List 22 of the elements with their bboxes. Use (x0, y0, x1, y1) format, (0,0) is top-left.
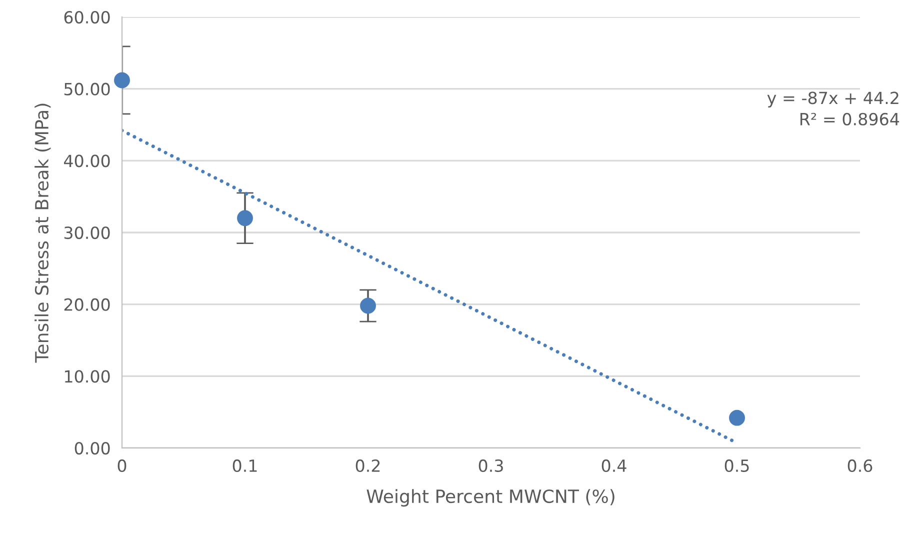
annotation: y = -87x + 44.2 (767, 92, 898, 108)
x-tick-label: 0.1 (232, 459, 257, 472)
y-tick-label: 30.00 (64, 226, 110, 240)
x-tick-label: 0.4 (602, 459, 626, 472)
point (360, 298, 376, 314)
x-tick-label: 0 (118, 459, 126, 472)
y-tick-label: 60.00 (64, 10, 110, 24)
y-axis-title: Tensile Stress at Break (MPa) (34, 104, 51, 363)
y-tick-label: 40.00 (64, 154, 110, 168)
y-tick-label: 0.00 (74, 442, 110, 455)
y-tick-label: 20.00 (64, 298, 110, 311)
y-tick-label: 10.00 (65, 370, 110, 383)
x-tick-label: 0.6 (848, 459, 872, 472)
x-tick-label: 0.5 (724, 459, 749, 472)
x-tick-label: 0.2 (356, 459, 380, 472)
point (114, 72, 130, 88)
x-axis-title: Weight Percent MWCNT (%) (366, 489, 614, 507)
point (237, 210, 253, 226)
y-tick-label: 50.00 (64, 82, 110, 96)
point (729, 410, 745, 426)
annotation: R² = 0.8964 (800, 112, 900, 126)
x-tick-label: 0.3 (478, 459, 503, 472)
